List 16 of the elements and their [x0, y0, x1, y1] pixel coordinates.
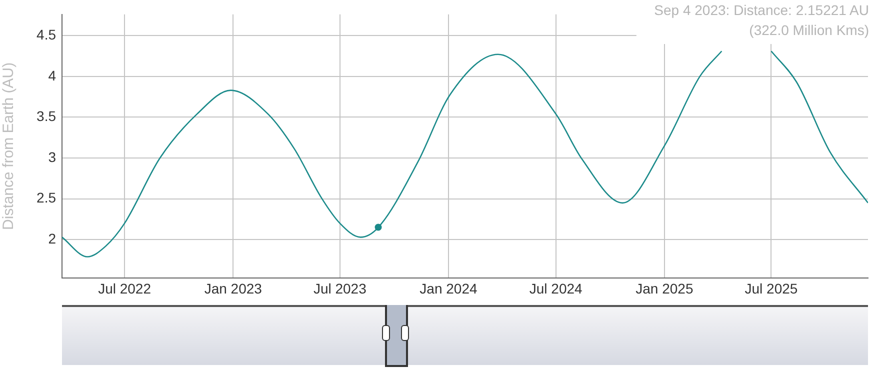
annotation: (322.0 Million Kms)	[749, 22, 869, 38]
x-tick-label: Jan 2024	[420, 280, 478, 296]
x-tick-label: Jul 2024	[529, 280, 583, 296]
y-tick-label: 4	[48, 67, 56, 84]
y-tick-label: 3	[48, 148, 56, 165]
y-tick-label: 3.5	[36, 108, 56, 124]
annotation: Sep 4 2023: Distance: 2.15221 AU	[654, 2, 869, 18]
y-axis-title: Distance from Earth (AU)	[0, 62, 18, 230]
x-tick-label: Jul 2022	[98, 280, 152, 296]
x-tick-label: Jan 2023	[204, 280, 262, 296]
y-tick-label: 2	[48, 230, 56, 247]
x-tick-label: Jul 2025	[744, 280, 798, 296]
x-tick-label: Jan 2025	[636, 280, 694, 296]
x-tick-label: Jul 2023	[313, 280, 367, 296]
y-tick-label: 2.5	[36, 190, 56, 206]
y-tick-label: 4.5	[36, 26, 56, 42]
